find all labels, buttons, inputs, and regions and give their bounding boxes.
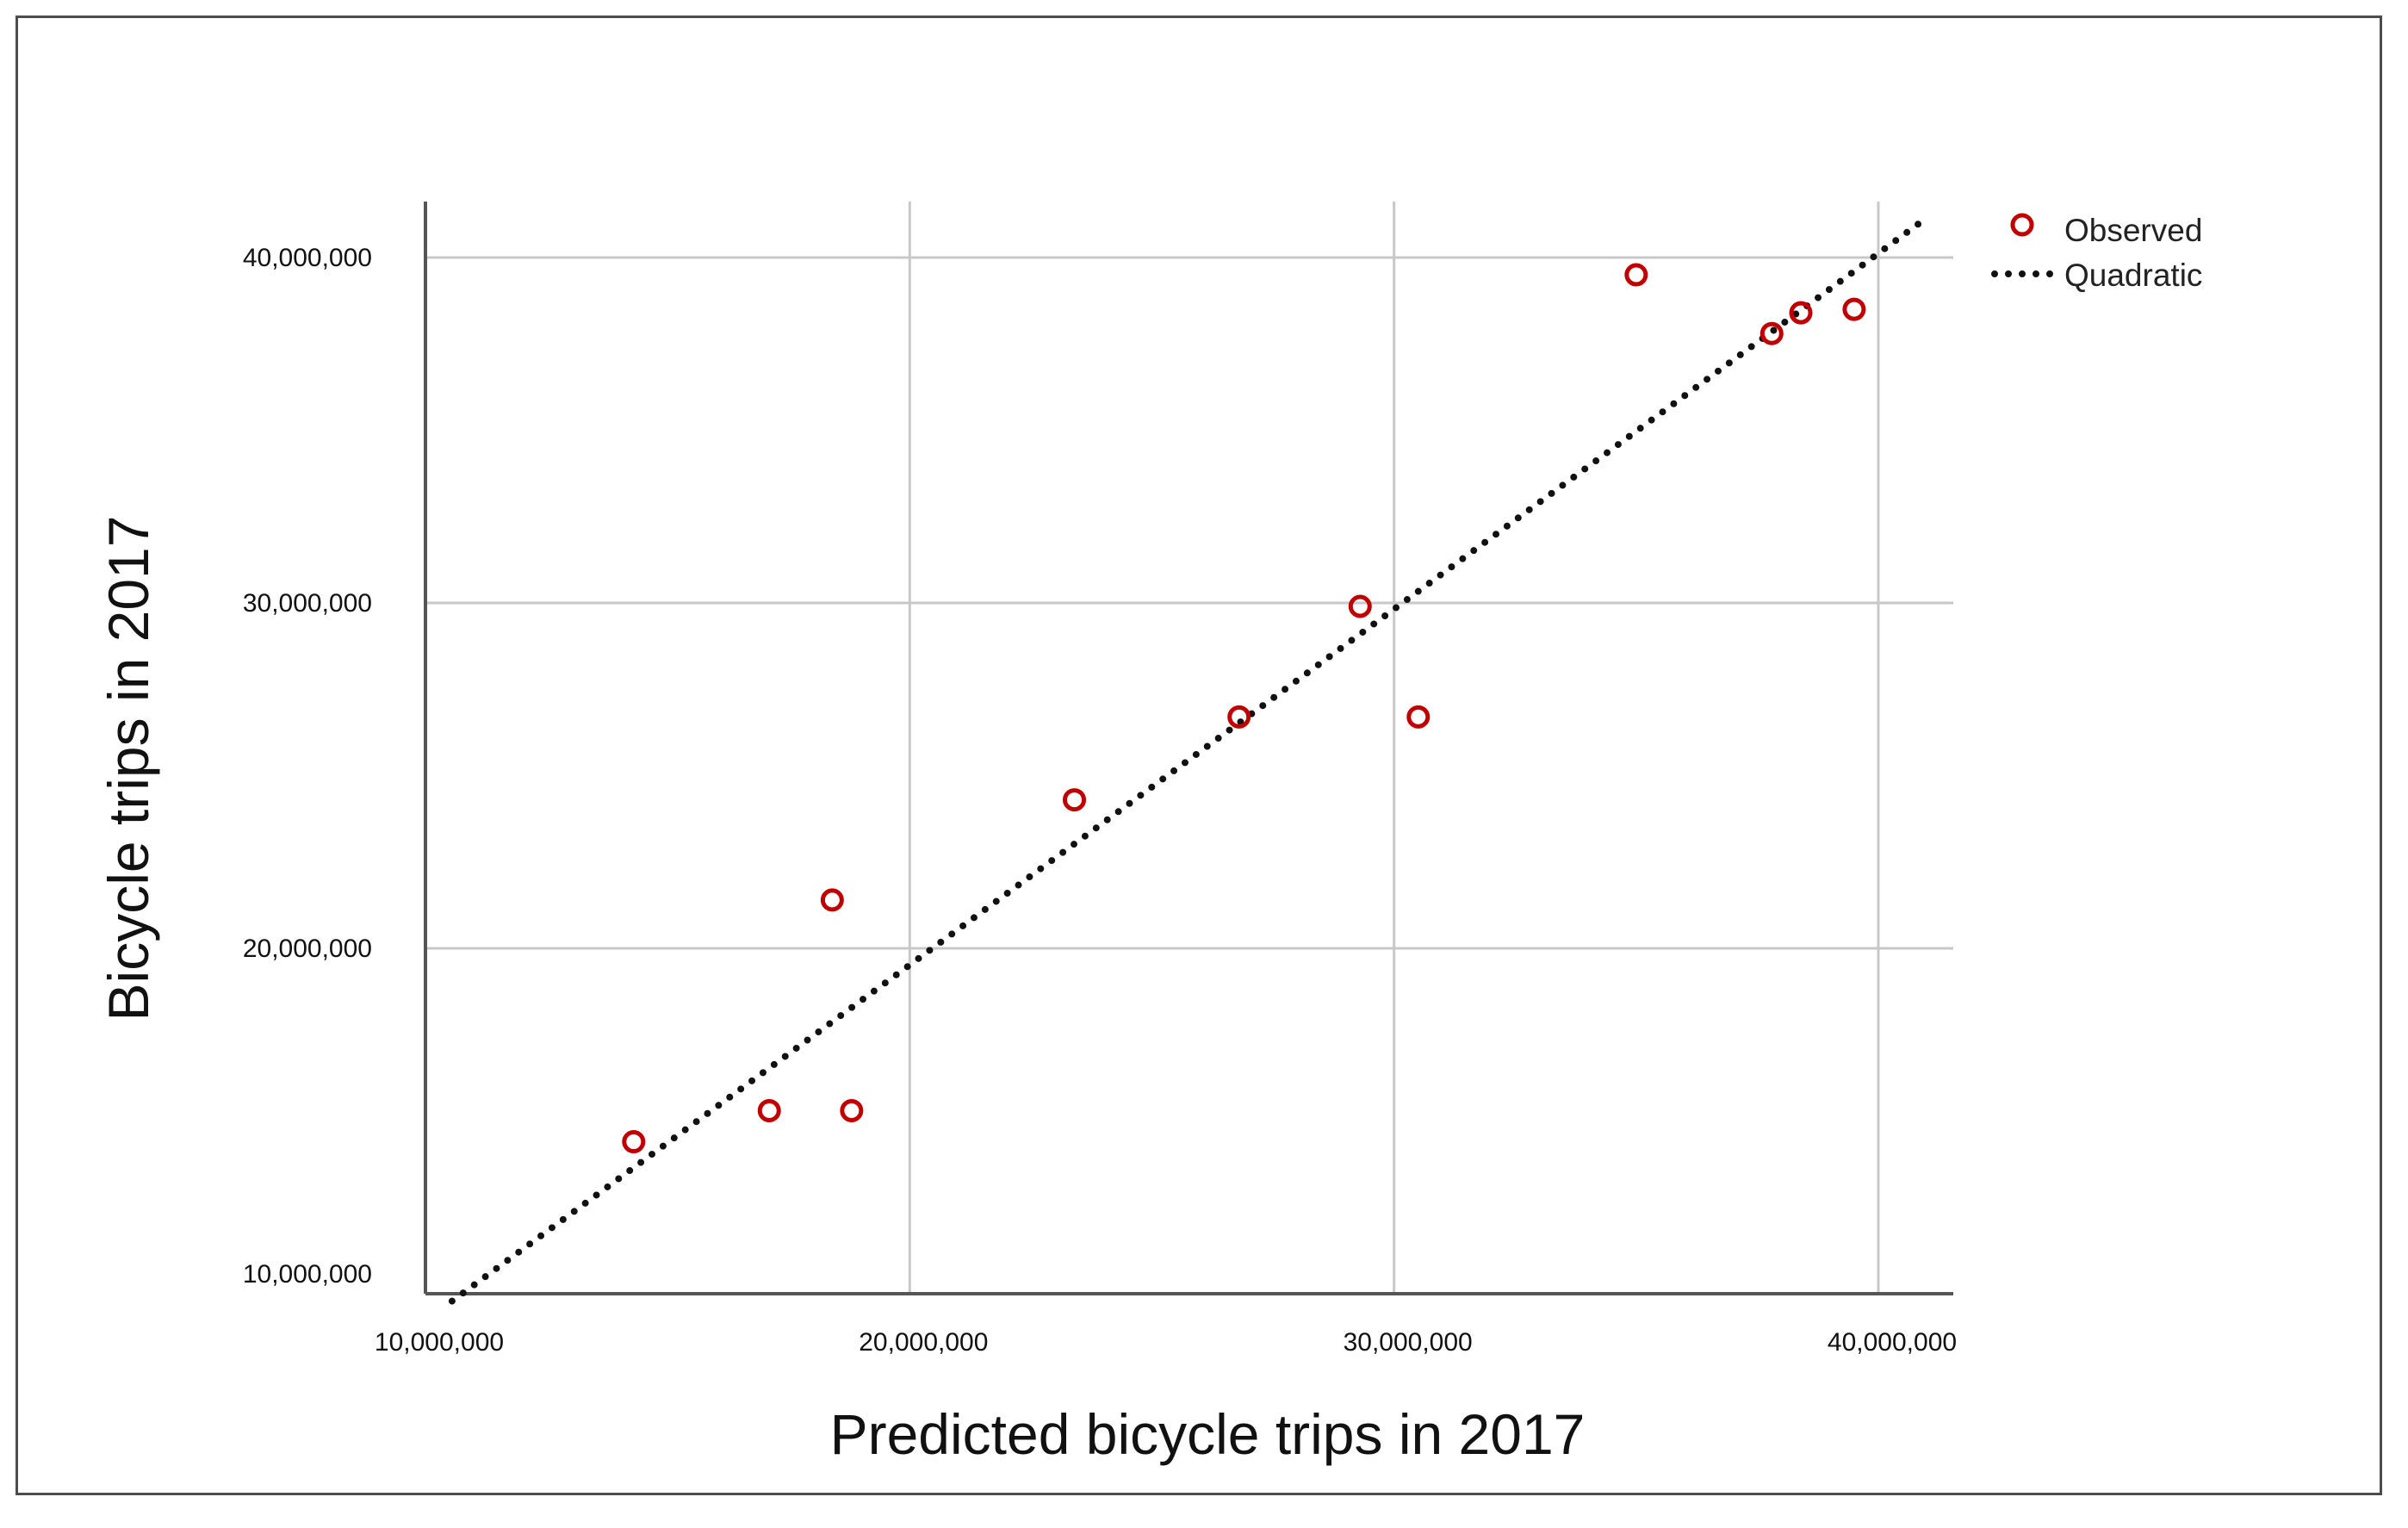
observed-point-0 bbox=[622, 1130, 646, 1154]
y-tick-label-2: 30,000,000 bbox=[243, 589, 372, 618]
observed-point-11 bbox=[1842, 297, 1866, 321]
x-tick-label-0: 10,000,000 bbox=[375, 1328, 504, 1357]
axis-layer bbox=[424, 202, 1953, 1295]
y-tick-labels: 10,000,000 20,000,000 30,000,000 40,000,000 bbox=[243, 244, 372, 1289]
observed-point-6 bbox=[1348, 594, 1372, 618]
grid-layer bbox=[425, 202, 1953, 1294]
y-axis-title: Bicycle trips in 2017 bbox=[96, 516, 160, 1022]
observed-point-3 bbox=[840, 1098, 864, 1122]
quadratic-fit-line bbox=[448, 214, 1930, 1305]
observed-point-2 bbox=[820, 888, 844, 912]
observed-point-10 bbox=[1789, 301, 1813, 325]
x-tick-label-1: 20,000,000 bbox=[859, 1328, 988, 1357]
legend: Observed Quadratic bbox=[1991, 213, 2202, 293]
legend-observed-label: Observed bbox=[2064, 213, 2202, 248]
y-tick-label-1: 20,000,000 bbox=[243, 935, 372, 963]
observed-point-7 bbox=[1406, 705, 1431, 729]
observed-point-1 bbox=[757, 1098, 781, 1122]
x-tick-label-2: 30,000,000 bbox=[1344, 1328, 1473, 1357]
observed-point-9 bbox=[1759, 321, 1784, 345]
y-tick-label-3: 40,000,000 bbox=[243, 244, 372, 272]
observed-point-5 bbox=[1227, 705, 1251, 729]
observed-points-layer bbox=[622, 263, 1866, 1154]
x-axis-title: Predicted bicycle trips in 2017 bbox=[830, 1402, 1586, 1466]
x-tick-label-3: 40,000,000 bbox=[1828, 1328, 1957, 1357]
observed-point-8 bbox=[1624, 263, 1648, 287]
legend-quadratic-label: Quadratic bbox=[2064, 258, 2202, 293]
legend-observed-marker bbox=[2010, 213, 2034, 237]
observed-point-4 bbox=[1063, 788, 1087, 812]
quadratic-fit-layer bbox=[448, 214, 1930, 1305]
x-tick-labels: 10,000,000 20,000,000 30,000,000 40,000,000 bbox=[375, 1328, 1957, 1357]
y-tick-label-0: 10,000,000 bbox=[243, 1260, 372, 1289]
